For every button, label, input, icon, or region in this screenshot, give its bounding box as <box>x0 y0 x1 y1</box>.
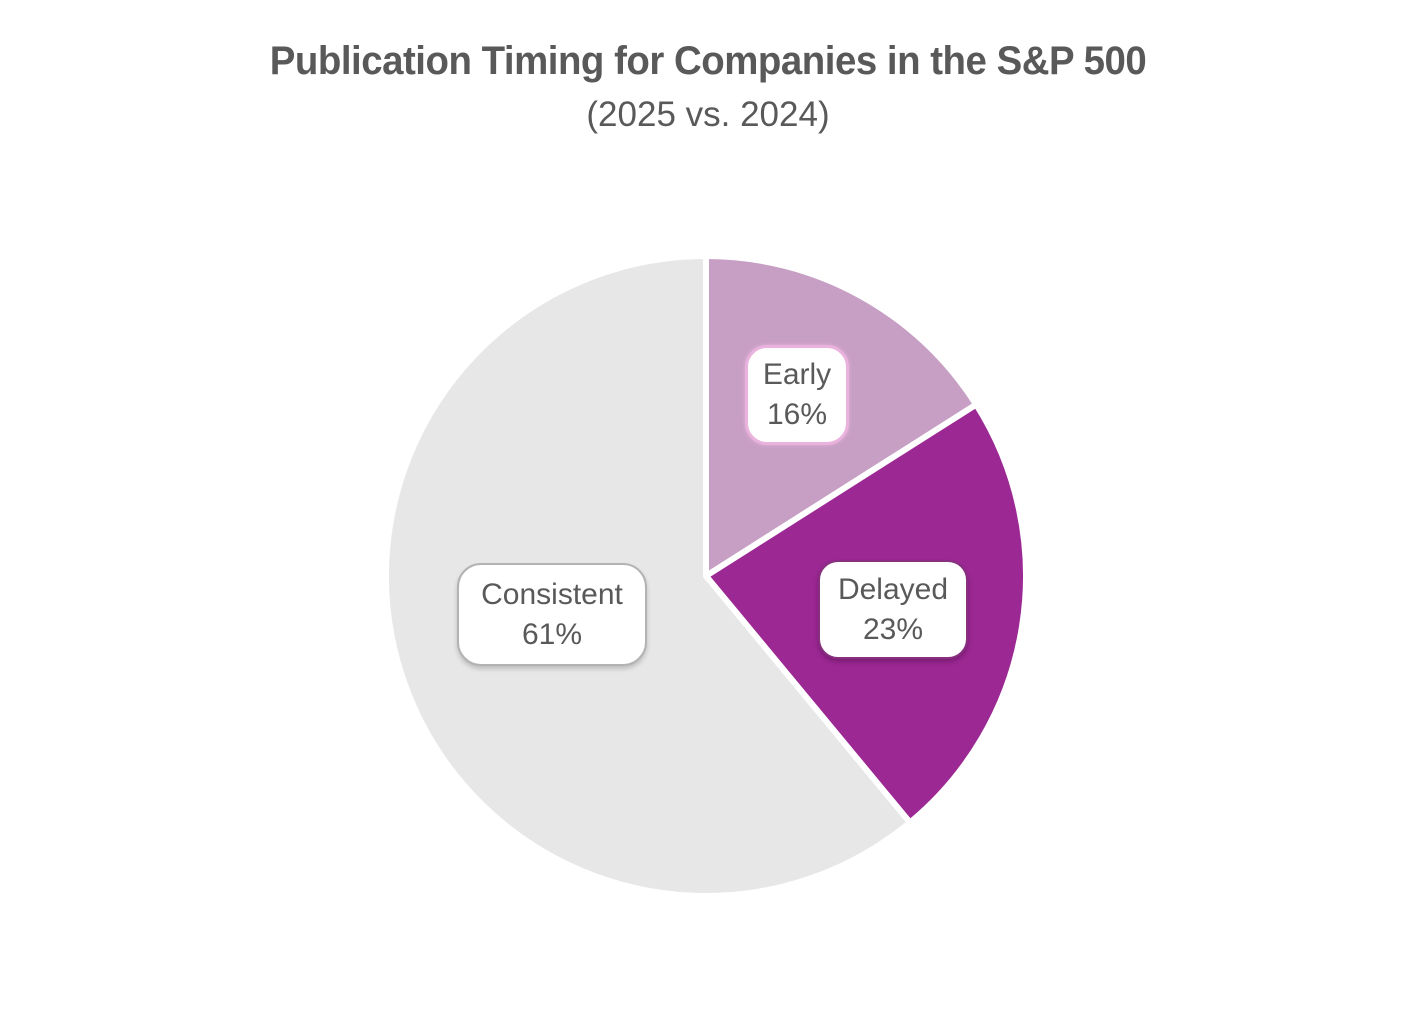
callout-consistent-label: Consistent <box>481 577 623 611</box>
chart-subtitle: (2025 vs. 2024) <box>586 95 830 134</box>
callout-early: Early 16% <box>745 345 849 445</box>
callout-delayed-value: 23% <box>862 612 924 646</box>
callout-delayed: Delayed 23% <box>818 560 968 659</box>
callout-early-label: Early <box>762 358 832 391</box>
chart-header: Publication Timing for Companies in the … <box>0 36 1416 138</box>
callout-delayed-label: Delayed <box>837 572 949 606</box>
chart-title: Publication Timing for Companies in the … <box>269 39 1147 83</box>
callout-consistent: Consistent 61% <box>457 563 647 666</box>
callout-early-value: 16% <box>766 398 828 431</box>
callout-consistent-value: 61% <box>521 617 583 651</box>
pie-slice-consistent <box>383 253 913 899</box>
